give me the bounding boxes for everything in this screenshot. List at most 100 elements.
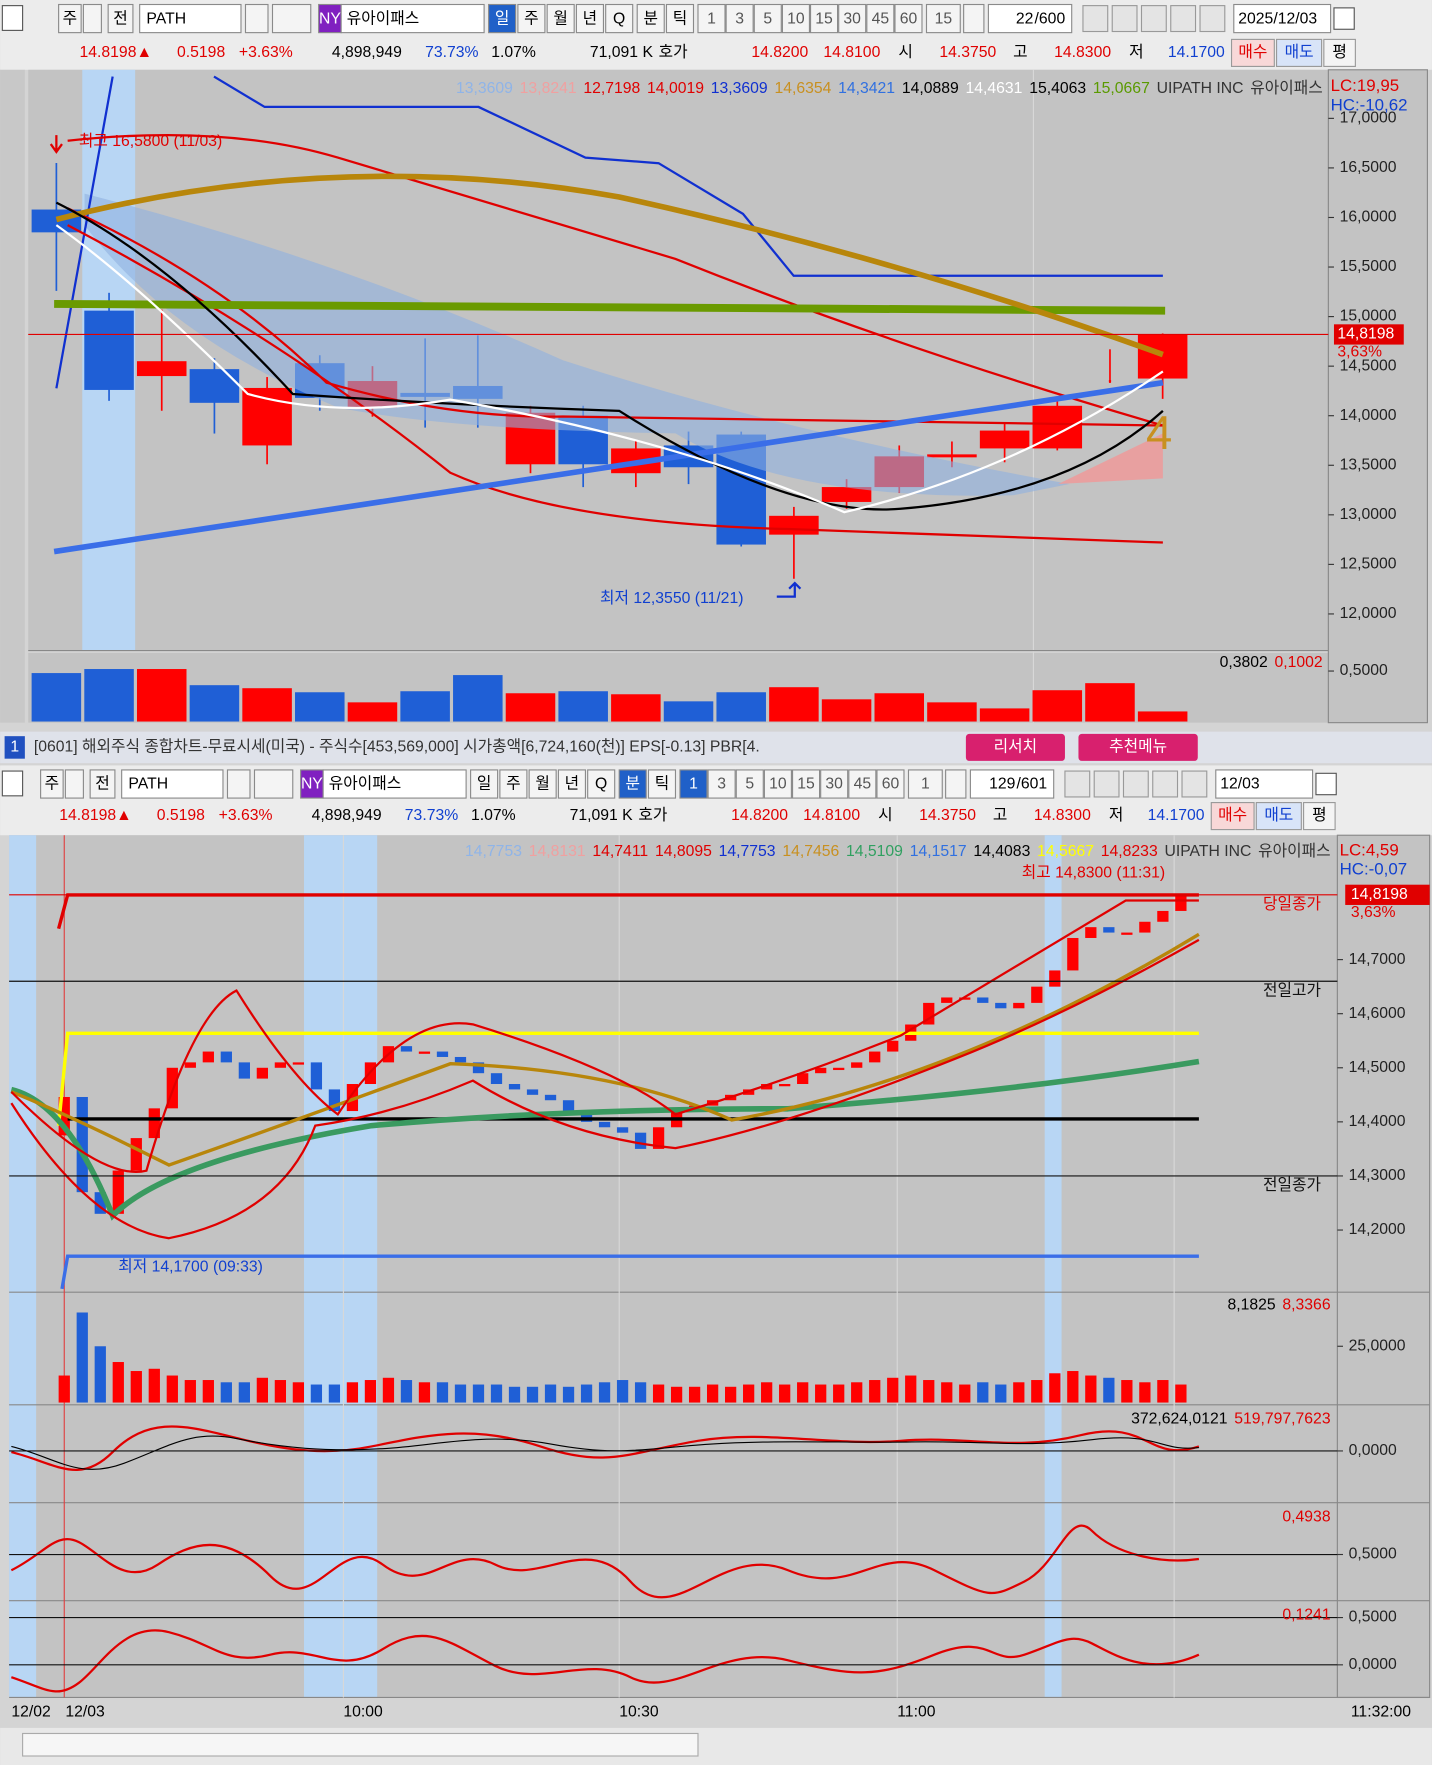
button[interactable] (876, 769, 905, 799)
volume-bar (453, 675, 503, 722)
tool-icon[interactable] (1111, 5, 1138, 33)
button[interactable] (528, 769, 557, 799)
band (67, 207, 1163, 427)
search[interactable] (226, 769, 251, 799)
button[interactable] (838, 3, 867, 34)
button-label: 1 (689, 776, 698, 793)
button-label: 틱 (655, 775, 670, 793)
search[interactable] (244, 3, 269, 34)
daily-overlays (49, 75, 1166, 598)
code-field[interactable] (121, 769, 224, 799)
candle-body (887, 1040, 899, 1052)
tool-icon[interactable] (1122, 770, 1149, 798)
name-field[interactable] (340, 3, 485, 34)
button[interactable] (605, 3, 634, 34)
button-label: 45 (854, 776, 872, 793)
volume-bar (869, 1380, 881, 1403)
button[interactable] (470, 769, 499, 799)
calendar[interactable] (1315, 772, 1337, 796)
button[interactable] (499, 769, 528, 799)
button[interactable] (894, 3, 923, 34)
button[interactable] (488, 3, 517, 34)
button[interactable] (618, 769, 647, 799)
button[interactable] (707, 769, 736, 799)
button[interactable] (665, 3, 695, 34)
tool-icon[interactable] (1152, 770, 1179, 798)
dropdown[interactable] (945, 769, 967, 799)
scroll-track[interactable] (22, 1732, 699, 1757)
button[interactable] (557, 769, 586, 799)
button[interactable] (679, 769, 708, 799)
button-label: Q (595, 776, 607, 793)
band (10, 899, 1199, 1173)
tool-icon[interactable] (1140, 5, 1167, 33)
date: 12/03 (1220, 776, 1260, 793)
button[interactable] (546, 3, 575, 34)
code-field[interactable] (139, 3, 242, 34)
button[interactable] (820, 769, 849, 799)
button[interactable] (907, 769, 943, 799)
volume-bar (238, 1382, 250, 1403)
button-label: NY (319, 10, 341, 27)
speaker[interactable] (271, 3, 312, 34)
candle-body (833, 1067, 845, 1071)
volume-bar (148, 1368, 160, 1403)
volume-bar (382, 1377, 395, 1403)
button[interactable] (517, 3, 546, 34)
dropdown[interactable] (64, 769, 84, 799)
tool-icon[interactable] (1199, 5, 1226, 33)
button[interactable] (647, 769, 677, 799)
button[interactable] (89, 769, 116, 799)
button[interactable] (587, 769, 616, 799)
button[interactable] (781, 3, 810, 34)
name-field[interactable] (322, 769, 467, 799)
left-strip (0, 69, 25, 723)
volume-bar (923, 1380, 935, 1403)
volume-bar (1067, 1371, 1079, 1403)
button[interactable] (735, 769, 764, 799)
buy-button[interactable] (1210, 802, 1255, 831)
tool-icon[interactable] (1093, 770, 1120, 798)
tool-icon[interactable] (1181, 770, 1208, 798)
volume-bar (959, 1384, 971, 1403)
button[interactable] (697, 3, 726, 34)
y-tick-label: 14,4000 (1349, 1113, 1406, 1130)
button[interactable] (107, 3, 134, 34)
date-field[interactable] (1233, 3, 1332, 34)
avg: 평 (1332, 43, 1347, 61)
avg-button[interactable] (1323, 38, 1356, 67)
low-note: 최저 14,1700 (09:33) (118, 1258, 263, 1276)
sell-button[interactable] (1255, 802, 1302, 831)
button[interactable] (725, 3, 754, 34)
date-field[interactable] (1215, 769, 1314, 799)
research-button[interactable] (965, 733, 1065, 761)
button[interactable] (848, 769, 877, 799)
button[interactable] (809, 3, 839, 34)
volume-bar (580, 1384, 593, 1403)
calendar[interactable] (1333, 7, 1355, 30)
dropdown[interactable] (82, 3, 102, 34)
button[interactable] (791, 769, 821, 799)
tool-icon[interactable] (1082, 5, 1109, 33)
buy-button[interactable] (1230, 38, 1275, 67)
menu-button[interactable] (1078, 733, 1198, 761)
research: 리서치 (994, 738, 1037, 756)
button-label: 10 (769, 776, 787, 793)
button[interactable] (753, 3, 782, 34)
button[interactable] (58, 3, 82, 34)
volume-bar (400, 691, 450, 722)
button[interactable] (575, 3, 604, 34)
tool-icon[interactable] (1064, 770, 1091, 798)
sell-button[interactable] (1276, 38, 1323, 67)
button[interactable] (925, 3, 961, 34)
button[interactable] (636, 3, 665, 34)
button[interactable] (40, 769, 64, 799)
button[interactable] (763, 769, 792, 799)
speaker[interactable] (253, 769, 294, 799)
avg-button[interactable] (1303, 802, 1336, 831)
dropdown[interactable] (963, 3, 985, 34)
tool-icon[interactable] (1170, 5, 1197, 33)
button[interactable] (866, 3, 895, 34)
button-label: 주 (45, 776, 59, 793)
